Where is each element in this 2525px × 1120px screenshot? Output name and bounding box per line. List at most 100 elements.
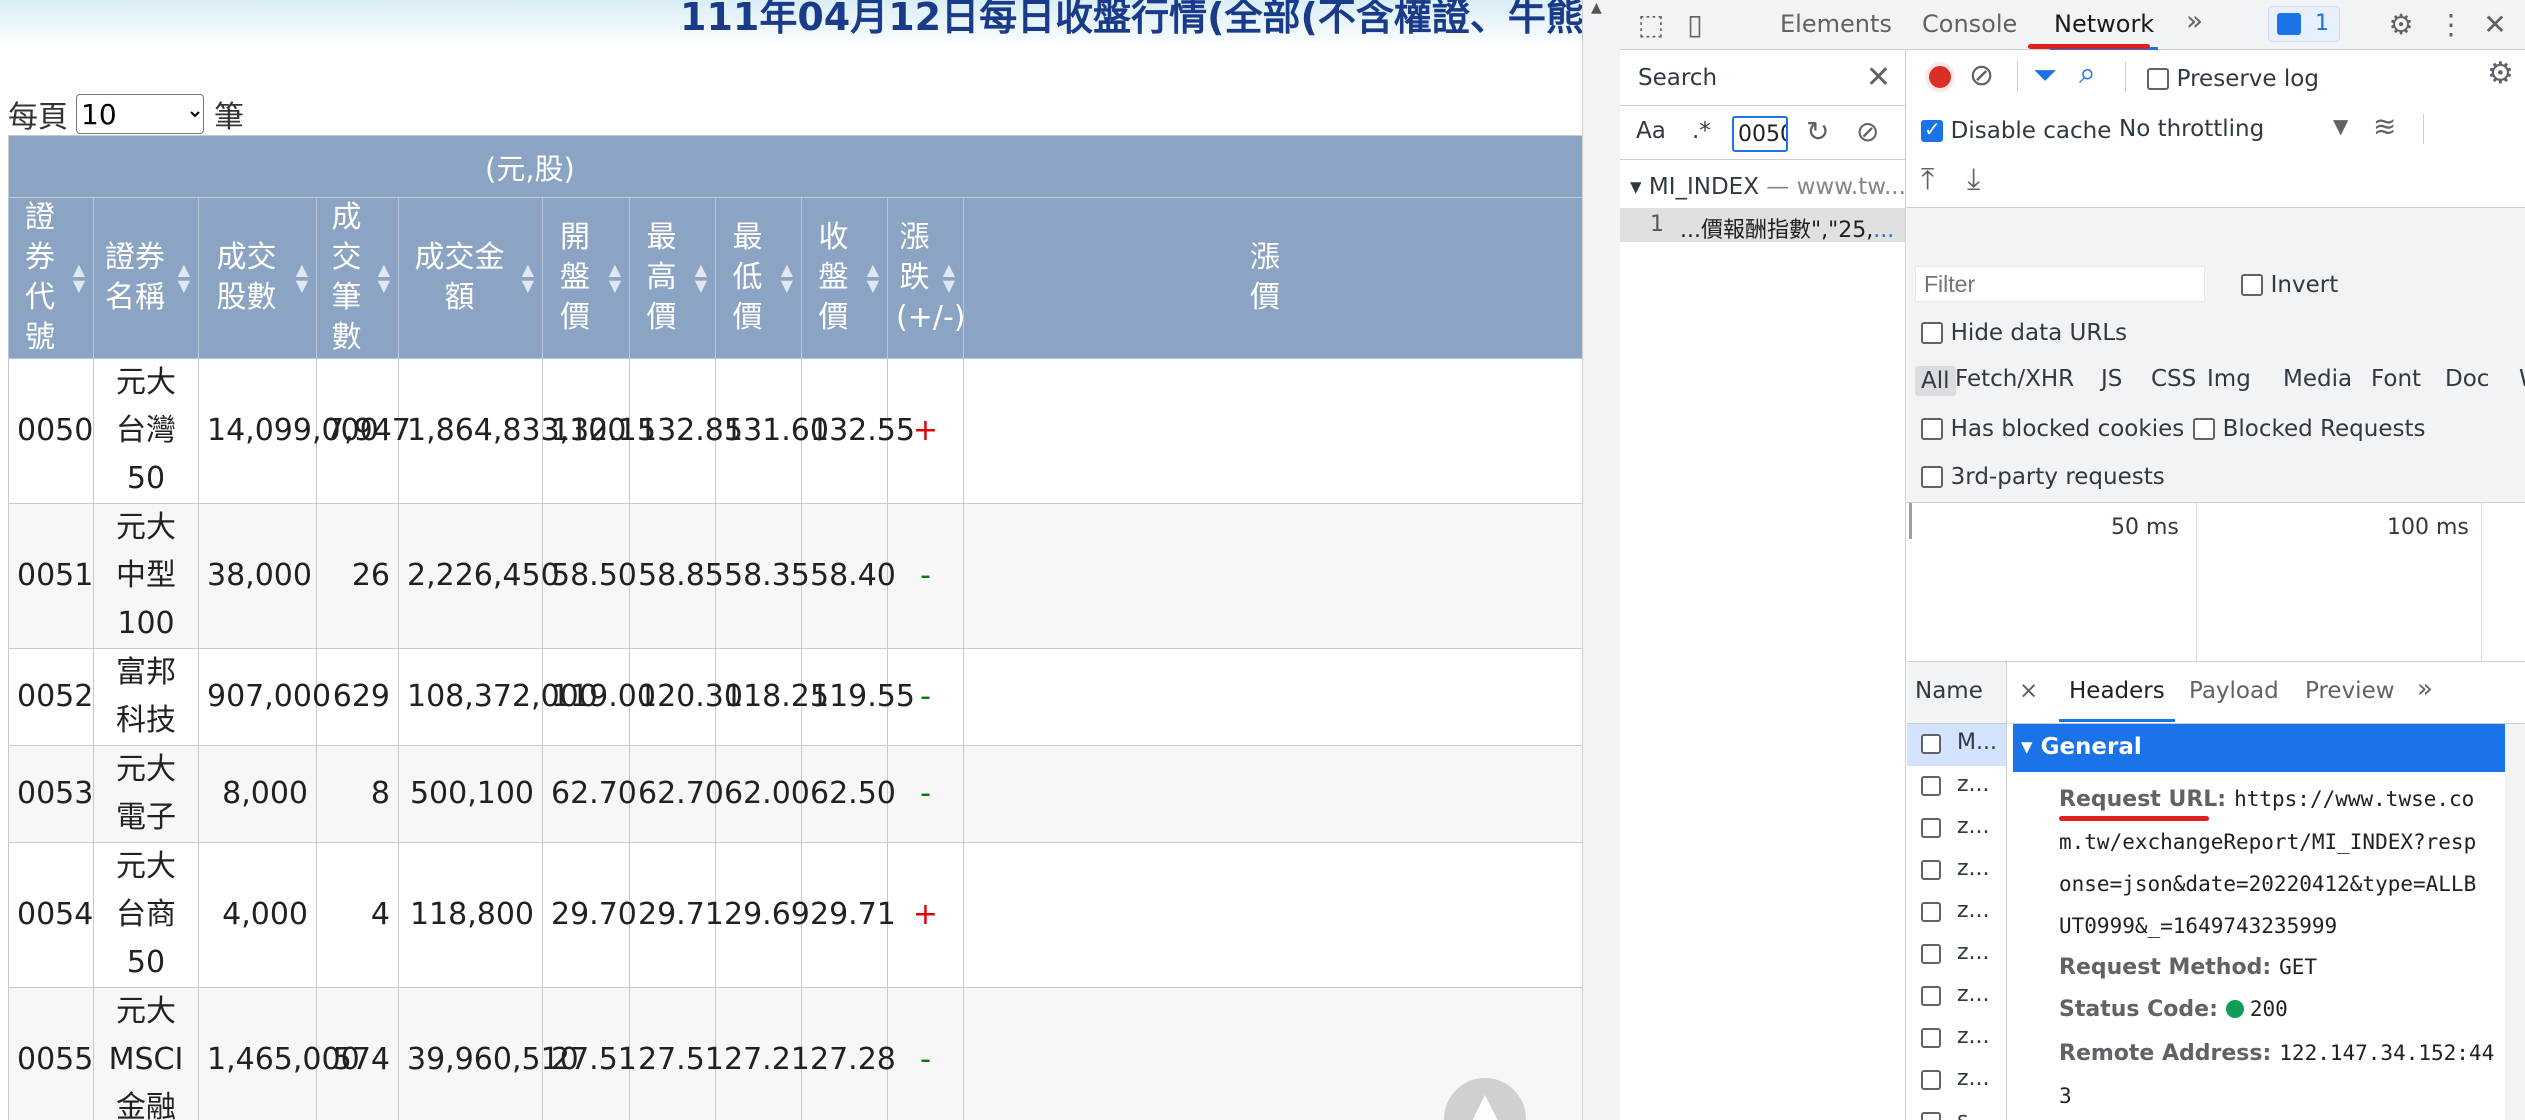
sort-arrows-icon[interactable]: ▲ ▼ bbox=[377, 260, 390, 295]
disable-cache-toggle[interactable]: Disable cache bbox=[1921, 116, 2111, 144]
details-scrollbar[interactable] bbox=[2505, 724, 2525, 1120]
sort-arrows-icon[interactable]: ▲ ▼ bbox=[780, 260, 793, 295]
cell-volume: 38,000 bbox=[198, 503, 317, 649]
close-search-icon[interactable]: ✕ bbox=[1865, 60, 1891, 95]
preserve-log-toggle[interactable]: Preserve log bbox=[2147, 64, 2319, 92]
column-header[interactable]: 最高價 ▲ ▼ bbox=[629, 197, 716, 359]
column-header[interactable]: 成交 筆數 ▲ ▼ bbox=[316, 197, 399, 359]
column-header[interactable]: 漲 價 bbox=[962, 197, 1582, 359]
blocked-requests-checkbox[interactable] bbox=[2193, 418, 2215, 440]
type-filter-ws[interactable]: WS bbox=[2519, 366, 2525, 392]
blocked-requests-toggle[interactable]: Blocked Requests bbox=[2193, 414, 2426, 442]
request-row[interactable]: z... bbox=[1907, 934, 2006, 976]
request-row[interactable]: M... bbox=[1907, 724, 2006, 766]
network-conditions-icon[interactable]: ≋ bbox=[2373, 110, 2397, 143]
column-header[interactable]: 開盤價 ▲ ▼ bbox=[542, 197, 630, 359]
sort-arrows-icon[interactable]: ▲ ▼ bbox=[694, 260, 707, 295]
inspect-element-icon[interactable]: ⬚ bbox=[1637, 8, 1665, 41]
type-filter-fetchxhr[interactable]: Fetch/XHR bbox=[1955, 366, 2075, 392]
column-header[interactable]: 證券名稱 ▲ ▼ bbox=[93, 197, 199, 359]
regex-toggle[interactable]: .* bbox=[1692, 118, 1711, 144]
name-column-header[interactable]: Name bbox=[1907, 662, 2006, 724]
request-row[interactable]: z... bbox=[1907, 808, 2006, 850]
request-row[interactable]: z... bbox=[1907, 892, 2006, 934]
request-row[interactable]: z... bbox=[1907, 1060, 2006, 1102]
type-filter-media[interactable]: Media bbox=[2283, 366, 2353, 392]
hide-data-urls-toggle[interactable]: Hide data URLs bbox=[1921, 318, 2127, 346]
throttling-select[interactable]: No throttling bbox=[2119, 116, 2265, 142]
network-timeline[interactable]: 50 ms 100 ms bbox=[1907, 502, 2525, 663]
invert-checkbox[interactable] bbox=[2241, 274, 2263, 296]
column-header[interactable]: 漲跌 (+/-) ▲ ▼ bbox=[887, 197, 965, 359]
preserve-log-checkbox[interactable] bbox=[2147, 68, 2169, 90]
request-row[interactable]: z... bbox=[1907, 1018, 2006, 1060]
messages-badge[interactable]: 1 bbox=[2268, 6, 2340, 42]
request-method-label: Request Method: bbox=[2059, 955, 2272, 980]
tab-console[interactable]: Console bbox=[1922, 10, 2018, 38]
device-toolbar-icon[interactable]: ▯ bbox=[1687, 8, 1703, 41]
column-header[interactable]: 成交金額 ▲ ▼ bbox=[398, 197, 543, 359]
sort-arrows-icon[interactable]: ▲ ▼ bbox=[72, 260, 85, 295]
tab-elements[interactable]: Elements bbox=[1780, 10, 1892, 38]
search-result-line[interactable]: 1 ...價報酬指數","25,... bbox=[1620, 208, 1905, 242]
page-scrollbar[interactable]: ▲ bbox=[1582, 0, 1620, 1120]
third-party-checkbox[interactable] bbox=[1921, 466, 1943, 488]
general-section-header[interactable]: ▾ General bbox=[2013, 724, 2507, 772]
search-icon[interactable]: ⌕ bbox=[2079, 56, 2096, 91]
clear-icon[interactable]: ⊘ bbox=[1856, 115, 1880, 148]
tab-payload[interactable]: Payload bbox=[2189, 678, 2279, 704]
sort-arrows-icon[interactable]: ▲ ▼ bbox=[866, 260, 879, 295]
request-row[interactable]: z... bbox=[1907, 976, 2006, 1018]
import-har-icon[interactable]: ⤒ bbox=[1921, 162, 1935, 197]
settings-gear-icon[interactable]: ⚙ bbox=[2388, 8, 2414, 41]
third-party-toggle[interactable]: 3rd-party requests bbox=[1921, 462, 2165, 490]
tab-preview[interactable]: Preview bbox=[2305, 678, 2395, 704]
has-blocked-cookies-toggle[interactable]: Has blocked cookies bbox=[1921, 414, 2184, 442]
request-row[interactable]: z... bbox=[1907, 766, 2006, 808]
network-settings-gear-icon[interactable]: ⚙ bbox=[2487, 56, 2514, 91]
sort-arrows-icon[interactable]: ▲ ▼ bbox=[608, 260, 621, 295]
record-icon[interactable] bbox=[1925, 62, 1955, 92]
sort-arrows-icon[interactable]: ▲ ▼ bbox=[942, 260, 955, 295]
per-page-select[interactable]: 10 bbox=[76, 94, 204, 134]
tab-headers[interactable]: Headers bbox=[2059, 678, 2175, 722]
sort-arrows-icon[interactable]: ▲ ▼ bbox=[177, 260, 190, 295]
kebab-menu-icon[interactable]: ⋮ bbox=[2437, 8, 2465, 41]
column-header[interactable]: 證券代 號 ▲ ▼ bbox=[8, 197, 94, 359]
refresh-icon[interactable]: ↻ bbox=[1806, 115, 1830, 148]
filter-input[interactable] bbox=[1915, 266, 2205, 302]
close-details-icon[interactable]: × bbox=[2019, 678, 2039, 704]
has-blocked-cookies-checkbox[interactable] bbox=[1921, 418, 1943, 440]
tab-network[interactable]: Network bbox=[2049, 10, 2159, 50]
search-toolbar: Aa .* ↻ ⊘ bbox=[1620, 106, 1905, 160]
match-case-toggle[interactable]: Aa bbox=[1636, 118, 1666, 144]
type-filter-all[interactable]: All bbox=[1915, 366, 1956, 396]
column-header[interactable]: 收盤價 ▲ ▼ bbox=[801, 197, 888, 359]
search-result-file[interactable]: ▾ MI_INDEX — www.tw... bbox=[1630, 174, 1906, 200]
remote-address-label: Remote Address: bbox=[2059, 1041, 2272, 1066]
type-filter-font[interactable]: Font bbox=[2371, 366, 2422, 392]
type-filter-js[interactable]: JS bbox=[2101, 366, 2123, 392]
more-tabs-icon[interactable]: » bbox=[2186, 4, 2204, 37]
disable-cache-checkbox[interactable] bbox=[1921, 117, 1943, 142]
type-filter-img[interactable]: Img bbox=[2207, 366, 2251, 392]
scroll-up-arrow-icon[interactable]: ▲ bbox=[1591, 0, 1602, 16]
request-row[interactable]: z... bbox=[1907, 850, 2006, 892]
clear-log-icon[interactable]: ⊘ bbox=[1969, 58, 1995, 93]
invert-toggle[interactable]: Invert bbox=[2241, 270, 2338, 298]
sort-arrows-icon[interactable]: ▲ ▼ bbox=[521, 260, 534, 295]
request-row[interactable]: s... bbox=[1907, 1102, 2006, 1120]
close-devtools-icon[interactable]: ✕ bbox=[2483, 8, 2507, 41]
export-har-icon[interactable]: ⤓ bbox=[1967, 162, 1981, 197]
cell-value: 1,864,833,100 bbox=[398, 358, 626, 504]
chevron-down-icon[interactable]: ▼ bbox=[2333, 114, 2349, 138]
type-filter-doc[interactable]: Doc bbox=[2445, 366, 2490, 392]
column-header[interactable]: 成交股數 ▲ ▼ bbox=[198, 197, 317, 359]
more-detail-tabs-icon[interactable]: » bbox=[2417, 674, 2433, 704]
hide-data-urls-checkbox[interactable] bbox=[1921, 322, 1943, 344]
column-header[interactable]: 最低價 ▲ ▼ bbox=[715, 197, 802, 359]
search-input[interactable] bbox=[1732, 116, 1788, 152]
type-filter-css[interactable]: CSS bbox=[2151, 366, 2197, 392]
filter-funnel-icon[interactable]: ⏷ bbox=[2033, 58, 2057, 93]
sort-arrows-icon[interactable]: ▲ ▼ bbox=[295, 260, 308, 295]
